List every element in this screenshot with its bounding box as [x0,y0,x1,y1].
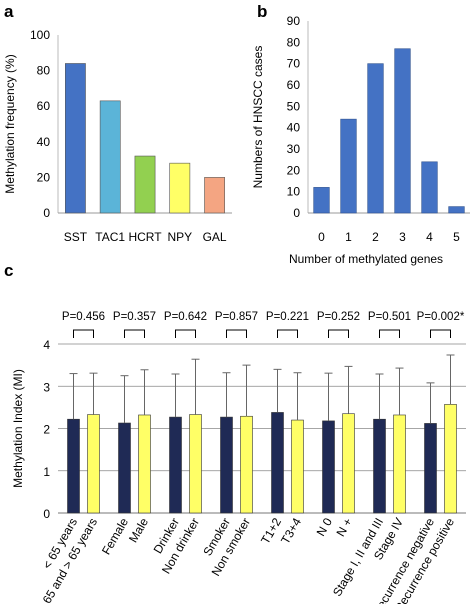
x-tick-label: Male [126,515,151,545]
significance-bracket [124,329,145,338]
y-tick-label: 2 [43,423,50,437]
p-value-label: P=0.221 [266,311,309,323]
p-value-label: P=0.642 [164,311,207,323]
bar [240,415,253,514]
x-tick-label: 4 [426,230,433,244]
bar [393,414,406,514]
bar [99,100,121,214]
y-tick-label: 60 [37,99,51,113]
bar [138,414,151,514]
y-tick-label: 20 [287,163,301,177]
x-tick-label: GAL [203,230,227,244]
x-tick-label: 5 [453,230,460,244]
y-tick-label: 20 [37,170,51,184]
p-value-label: P=0.857 [215,311,258,323]
y-tick-label: 50 [287,99,301,113]
bar [342,413,355,514]
y-tick-label: 80 [287,35,301,49]
y-axis-title: Methylation frequency (%) [3,54,17,193]
bar [291,419,304,514]
y-tick-label: 90 [287,14,301,28]
y-tick-label: 40 [37,135,51,149]
bar [220,416,233,514]
x-tick-label: HCRT [128,230,162,244]
y-tick-label: 70 [287,57,301,71]
y-tick-label: 3 [43,380,50,394]
bar [394,48,411,214]
panel-label-a: a [4,2,14,21]
bar [87,414,100,514]
y-tick-label: 100 [30,28,50,42]
significance-bracket [73,329,94,338]
x-tick-label: NPY [167,230,192,244]
y-tick-label: 1 [43,465,50,479]
bar [65,63,86,214]
x-tick-label: 1 [345,230,352,244]
bar [134,155,156,214]
significance-bracket [175,329,196,338]
x-tick-label: TAC1 [95,230,125,244]
x-tick-label: N + [333,516,355,539]
bar [448,206,465,214]
x-tick-label: T3+4 [278,515,304,546]
y-tick-label: 60 [287,78,301,92]
x-tick-label: 0 [318,230,325,244]
bar [340,118,357,214]
bar [444,404,457,514]
y-tick-label: 0 [293,206,300,220]
significance-bracket [226,329,247,338]
bar [67,418,80,514]
significance-bracket [379,329,400,338]
bar [367,63,384,214]
p-value-label: P=0.456 [62,311,105,323]
bar [322,420,335,514]
bar [189,414,202,514]
y-tick-label: 40 [287,121,301,135]
significance-bracket [430,329,451,338]
bar [424,423,437,514]
significance-bracket [328,329,349,338]
y-axis-title: Methylation Index (MI) [11,369,25,488]
x-tick-label: N 0 [314,515,336,538]
x-tick-label: SST [64,230,88,244]
bar [169,416,182,514]
panel-label-c: c [4,261,13,280]
bar [271,412,284,514]
panel-label-b: b [257,2,267,21]
x-tick-label: 2 [372,230,379,244]
y-tick-label: 30 [287,142,301,156]
y-tick-label: 80 [37,64,51,78]
chart-a: 0 20 40 60 80 100 Methylation frequency (%) SST… [3,28,232,244]
x-axis-title: Number of methylated genes [289,252,443,266]
bar [204,177,225,214]
y-tick-label: 0 [43,507,50,521]
significance-bracket [277,329,298,338]
bar [421,161,438,214]
y-axis-title: Numbers of HNSCC cases [251,46,265,189]
bar [118,422,131,514]
x-tick-label: 3 [399,230,406,244]
y-tick-label: 4 [43,338,50,352]
bar [169,162,191,214]
bar [373,418,386,514]
p-value-label: P=0.002* [417,311,465,323]
y-tick-label: 10 [287,185,301,199]
p-value-label: P=0.357 [113,311,156,323]
y-tick-label: 0 [43,206,50,220]
bar [313,187,330,214]
p-value-label: P=0.501 [368,311,411,323]
p-value-label: P=0.252 [317,311,360,323]
